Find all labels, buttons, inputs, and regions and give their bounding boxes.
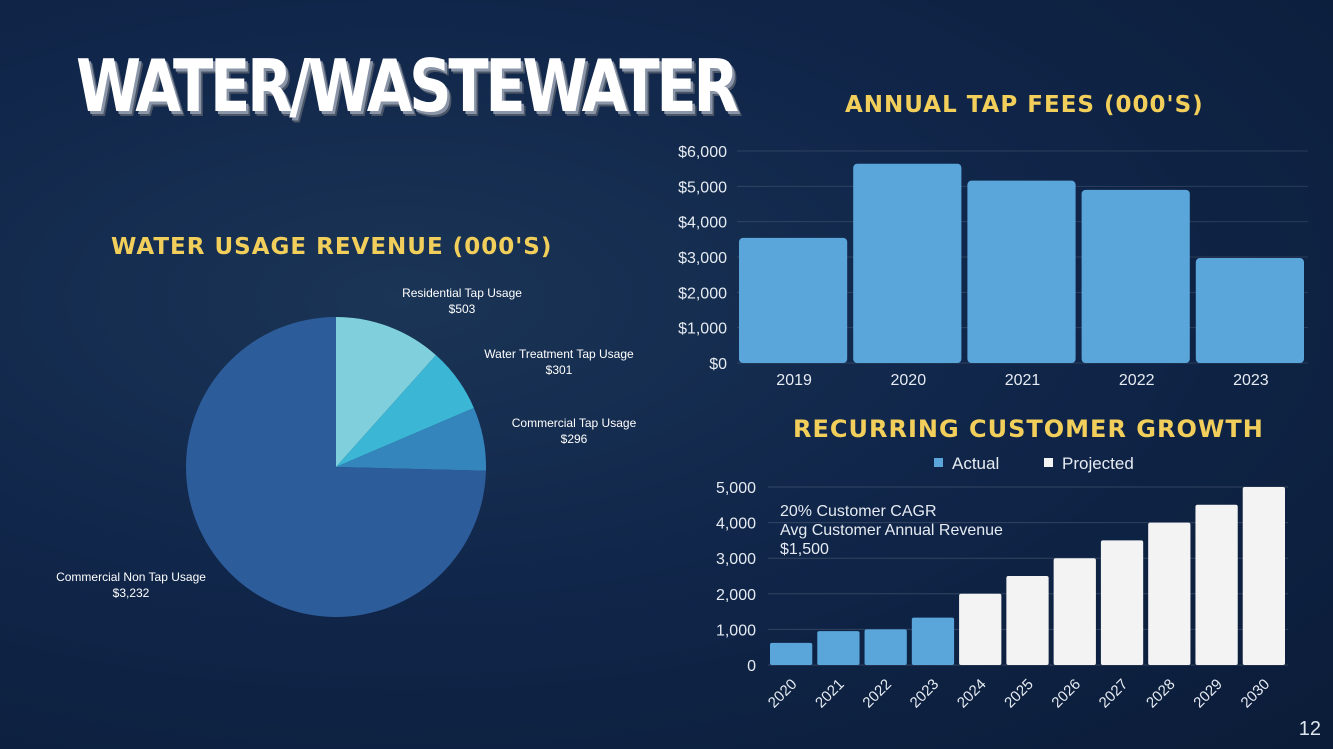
chart-annotation: 20% Customer CAGR: [780, 503, 937, 520]
slide-title: WATER/WASTEWATER: [76, 44, 739, 128]
y-tick-label: $0: [709, 356, 727, 373]
x-tick-label: 2030: [1238, 676, 1274, 712]
pie-slice-value: $3,232: [113, 586, 150, 600]
pie-slice-label: Water Treatment Tap Usage: [484, 347, 634, 361]
legend-swatch-actual: [934, 458, 943, 467]
y-tick-label: 1,000: [716, 622, 756, 639]
x-tick-label: 2020: [891, 372, 927, 389]
x-tick-label: 2023: [907, 676, 943, 712]
bar-projected: [959, 593, 1002, 665]
x-tick-label: 2022: [859, 676, 895, 712]
y-tick-label: $1,000: [678, 321, 727, 338]
bar-projected: [1148, 522, 1191, 665]
y-tick-label: $4,000: [678, 215, 727, 232]
pie-chart-title: WATER USAGE REVENUE (000'S): [111, 234, 553, 260]
pie-slice-value: $296: [561, 432, 588, 446]
x-tick-label: 2020: [765, 676, 801, 712]
y-tick-label: $5,000: [678, 179, 727, 196]
bar: [1195, 258, 1304, 363]
x-tick-label: 2027: [1096, 676, 1132, 712]
page-number: 12: [1298, 718, 1321, 740]
chart-annotation: $1,500: [780, 541, 829, 558]
x-tick-label: 2028: [1143, 676, 1179, 712]
pie-slice-label: Commercial Tap Usage: [512, 416, 637, 430]
customer-growth-chart-title: RECURRING CUSTOMER GROWTH: [793, 415, 1264, 443]
y-tick-label: 5,000: [716, 480, 756, 497]
bar-actual: [911, 617, 955, 665]
y-tick-label: $3,000: [678, 250, 727, 267]
x-tick-label: 2021: [812, 676, 848, 712]
y-tick-label: 3,000: [716, 551, 756, 568]
legend-swatch-projected: [1044, 458, 1053, 467]
pie-slice-label: Commercial Non Tap Usage: [56, 570, 206, 584]
y-tick-label: $2,000: [678, 285, 727, 302]
bar: [853, 163, 962, 363]
pie-slice: [186, 317, 486, 617]
bar: [739, 237, 848, 363]
bar-projected: [1195, 504, 1238, 665]
y-tick-label: 4,000: [716, 516, 756, 533]
legend-label: Actual: [952, 454, 999, 473]
y-tick-label: $6,000: [678, 144, 727, 161]
x-tick-label: 2025: [1001, 676, 1037, 712]
y-tick-label: 0: [747, 658, 756, 675]
bar-actual: [817, 631, 860, 665]
pie-slice-label: Residential Tap Usage: [402, 286, 522, 300]
bar: [967, 180, 1076, 363]
pie-slice-value: $503: [449, 302, 476, 316]
pie-slice: [336, 355, 474, 467]
bar: [1081, 189, 1190, 363]
pie-slice-value: $301: [546, 363, 573, 377]
bar-projected: [1006, 576, 1049, 665]
legend-label: Projected: [1062, 454, 1134, 473]
chart-annotation: Avg Customer Annual Revenue: [780, 522, 1003, 539]
pie-slice: [336, 317, 436, 467]
y-tick-label: 2,000: [716, 587, 756, 604]
x-tick-label: 2021: [1005, 372, 1041, 389]
bar-actual: [864, 629, 907, 665]
x-tick-label: 2024: [954, 676, 990, 712]
bar-actual: [770, 642, 813, 665]
x-tick-label: 2023: [1233, 372, 1269, 389]
bar-projected: [1242, 487, 1285, 665]
x-tick-label: 2019: [776, 372, 812, 389]
tap-fees-chart-title: ANNUAL TAP FEES (000'S): [845, 92, 1204, 118]
x-tick-label: 2022: [1119, 372, 1155, 389]
bar-projected: [1100, 540, 1144, 665]
bar-projected: [1053, 558, 1096, 665]
x-tick-label: 2026: [1048, 676, 1084, 712]
x-tick-label: 2029: [1190, 676, 1226, 712]
pie-slice: [336, 407, 486, 471]
